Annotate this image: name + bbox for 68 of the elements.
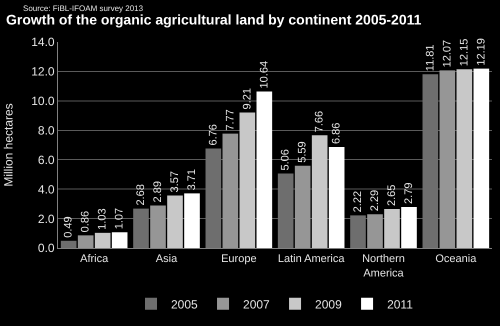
data-label: 2.22: [352, 190, 364, 212]
data-label: 1.03: [96, 208, 109, 230]
x-tick-label: Africa: [80, 253, 110, 266]
data-label: 10.64: [258, 60, 270, 88]
data-label: 0.86: [80, 210, 92, 232]
data-label: 12.15: [458, 38, 470, 66]
y-axis-title: Million hectares: [2, 103, 16, 187]
legend-label: 2005: [171, 297, 198, 312]
bar: [60, 240, 76, 248]
data-label: 2.65: [386, 184, 398, 206]
data-label: 12.19: [475, 38, 488, 66]
y-tick-label: 10.0: [31, 94, 55, 108]
data-label: 2.29: [369, 190, 381, 212]
y-tick-label: 0.0: [38, 241, 55, 256]
data-label: 5.59: [296, 141, 309, 163]
bar: [440, 70, 456, 248]
data-label: 2.68: [135, 184, 147, 206]
bar: [94, 232, 110, 248]
y-tick-label: 12.0: [31, 64, 55, 79]
y-tick-label: 14.0: [31, 35, 55, 50]
bar: [256, 91, 272, 248]
chart-subtitle: Source: FiBL-IFOAM survey 2013: [23, 4, 144, 13]
legend-label: 2011: [387, 297, 414, 312]
data-label: 12.07: [441, 40, 454, 68]
bar: [240, 112, 256, 248]
x-tick-label: Asia: [156, 253, 178, 266]
data-label: 2.89: [152, 181, 164, 202]
data-label: 5.06: [280, 149, 292, 171]
data-label: 0.49: [62, 216, 75, 238]
bar: [422, 74, 438, 248]
data-label: 7.66: [314, 110, 326, 132]
bar: [312, 135, 328, 248]
data-label: 3.71: [186, 168, 198, 190]
bar: [278, 174, 294, 248]
bar: [167, 195, 183, 248]
bar: [150, 205, 166, 248]
bar: [78, 235, 94, 248]
data-label: 3.57: [169, 171, 181, 192]
bar: [184, 193, 200, 248]
y-tick-label: 2.0: [38, 212, 55, 226]
y-tick-label: 4.0: [38, 182, 55, 196]
x-tick-label: Latin America: [278, 253, 346, 266]
y-tick-label: 6.0: [38, 152, 55, 167]
x-tick-label: Northern America: [362, 253, 405, 280]
bar: [206, 148, 222, 248]
y-tick-label: 8.0: [38, 123, 55, 138]
data-label: 1.07: [114, 208, 126, 230]
bar: [328, 147, 344, 248]
legend-label: 2007: [243, 297, 270, 312]
data-label: 2.79: [403, 182, 415, 204]
data-label: 7.77: [224, 109, 236, 131]
data-label: 6.86: [330, 122, 343, 144]
x-tick-label: Oceania: [435, 253, 478, 266]
legend-label: 2009: [315, 297, 342, 312]
data-label: 9.21: [241, 88, 254, 110]
bar: [222, 134, 238, 248]
bar: [456, 69, 472, 248]
bar: [401, 206, 417, 248]
data-label: 11.81: [424, 44, 436, 72]
bar: [133, 208, 149, 248]
bar: [294, 166, 310, 248]
data-label: 6.76: [207, 124, 220, 146]
bar: [474, 68, 490, 248]
bar: [112, 232, 128, 248]
x-tick-label: Europe: [221, 253, 257, 266]
bar: [384, 209, 400, 248]
bar: [350, 215, 366, 248]
bar: [367, 214, 383, 248]
